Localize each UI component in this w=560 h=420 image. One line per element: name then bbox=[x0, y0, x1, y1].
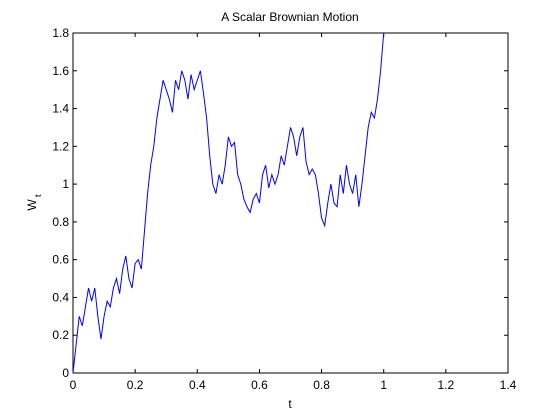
x-tick-label: 0.2 bbox=[127, 378, 144, 392]
y-tick-label: 0.8 bbox=[52, 215, 69, 229]
y-tick-label: 0.4 bbox=[52, 290, 69, 304]
x-tick-label: 0.4 bbox=[189, 378, 206, 392]
axes-box bbox=[72, 32, 509, 374]
y-tick-label: 0.6 bbox=[52, 253, 69, 267]
x-tick-label: 0.6 bbox=[251, 378, 268, 392]
y-tick-label: 1.4 bbox=[52, 102, 69, 116]
y-tick-label: 1 bbox=[62, 177, 69, 191]
x-tick-label: 1.4 bbox=[500, 378, 517, 392]
x-tick-label: 1.2 bbox=[438, 378, 455, 392]
data-line bbox=[72, 32, 385, 374]
x-tick-label: 0 bbox=[70, 378, 77, 392]
y-tick-label: 1.8 bbox=[52, 26, 69, 40]
chart-title: A Scalar Brownian Motion bbox=[221, 10, 358, 24]
y-axis-label-main: W bbox=[25, 199, 39, 211]
y-tick-label: 1.6 bbox=[52, 64, 69, 78]
y-tick-label: 0.2 bbox=[52, 328, 69, 342]
x-tick-label: 0.8 bbox=[313, 378, 330, 392]
y-axis-label: W t bbox=[25, 194, 43, 211]
x-axis-label: t bbox=[288, 397, 292, 411]
y-axis-label-subscript: t bbox=[33, 194, 43, 197]
y-tick-label: 1.2 bbox=[52, 139, 69, 153]
x-tick-label: 1 bbox=[380, 378, 387, 392]
y-tick-label: 0 bbox=[62, 366, 69, 380]
